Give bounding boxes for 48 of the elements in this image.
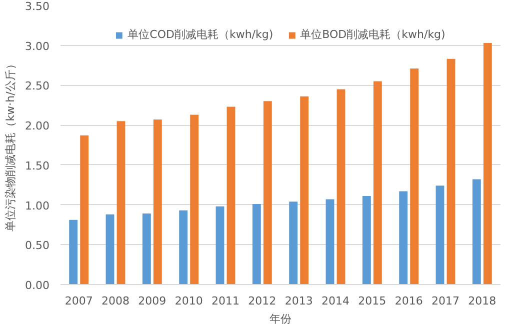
bar bbox=[336, 89, 346, 284]
bar bbox=[106, 214, 114, 284]
bar bbox=[436, 186, 444, 284]
y-tick-label: 2.00 bbox=[25, 120, 50, 133]
bar bbox=[190, 114, 199, 284]
y-tick-label: 3.50 bbox=[25, 0, 50, 13]
x-tick-label: 2014 bbox=[322, 294, 350, 308]
bar bbox=[446, 58, 456, 284]
y-tick-label: 1.50 bbox=[25, 159, 50, 172]
x-tick-label: 2008 bbox=[102, 294, 130, 308]
y-tick-label: 3.00 bbox=[25, 40, 50, 53]
y-tick-label: 2.50 bbox=[25, 80, 50, 93]
y-axis-title: 单位污染物削减电耗（kw·h/公斤） bbox=[4, 58, 18, 232]
y-tick-label: 0.00 bbox=[25, 279, 50, 292]
bar bbox=[300, 96, 309, 284]
x-tick-label: 2016 bbox=[394, 294, 423, 308]
bar bbox=[326, 199, 334, 284]
x-tick-label: 2007 bbox=[64, 294, 93, 308]
legend-label: 单位COD削减电耗（kwh/kg) bbox=[128, 27, 274, 42]
bar bbox=[289, 202, 298, 284]
legend-label: 单位BOD削减电耗（kwh/kg) bbox=[300, 27, 446, 42]
x-tick-label: 2018 bbox=[468, 294, 496, 308]
bar bbox=[483, 42, 492, 284]
x-tick-label: 2013 bbox=[284, 294, 313, 308]
x-tick-label: 2017 bbox=[432, 294, 460, 308]
bar bbox=[472, 179, 481, 284]
bar bbox=[399, 191, 408, 284]
x-tick-label: 2009 bbox=[138, 294, 166, 308]
x-tick-label: 2015 bbox=[358, 294, 386, 308]
bar bbox=[252, 204, 261, 284]
bar bbox=[69, 220, 78, 284]
bar bbox=[263, 101, 272, 284]
x-axis-title: 年份 bbox=[270, 312, 292, 326]
bar bbox=[153, 119, 162, 284]
x-tick-label: 2011 bbox=[212, 294, 240, 308]
bar bbox=[142, 214, 151, 284]
bar bbox=[226, 106, 236, 284]
bar bbox=[373, 81, 382, 284]
y-tick-label: 0.50 bbox=[25, 239, 50, 252]
bar bbox=[80, 135, 89, 284]
bar bbox=[410, 68, 419, 284]
bar bbox=[362, 196, 371, 284]
x-tick-label: 2010 bbox=[174, 294, 203, 308]
x-tick-label: 2012 bbox=[248, 294, 276, 308]
y-tick-label: 1.00 bbox=[25, 199, 50, 212]
bar bbox=[116, 121, 126, 284]
bar bbox=[216, 206, 224, 284]
bar bbox=[179, 210, 188, 284]
